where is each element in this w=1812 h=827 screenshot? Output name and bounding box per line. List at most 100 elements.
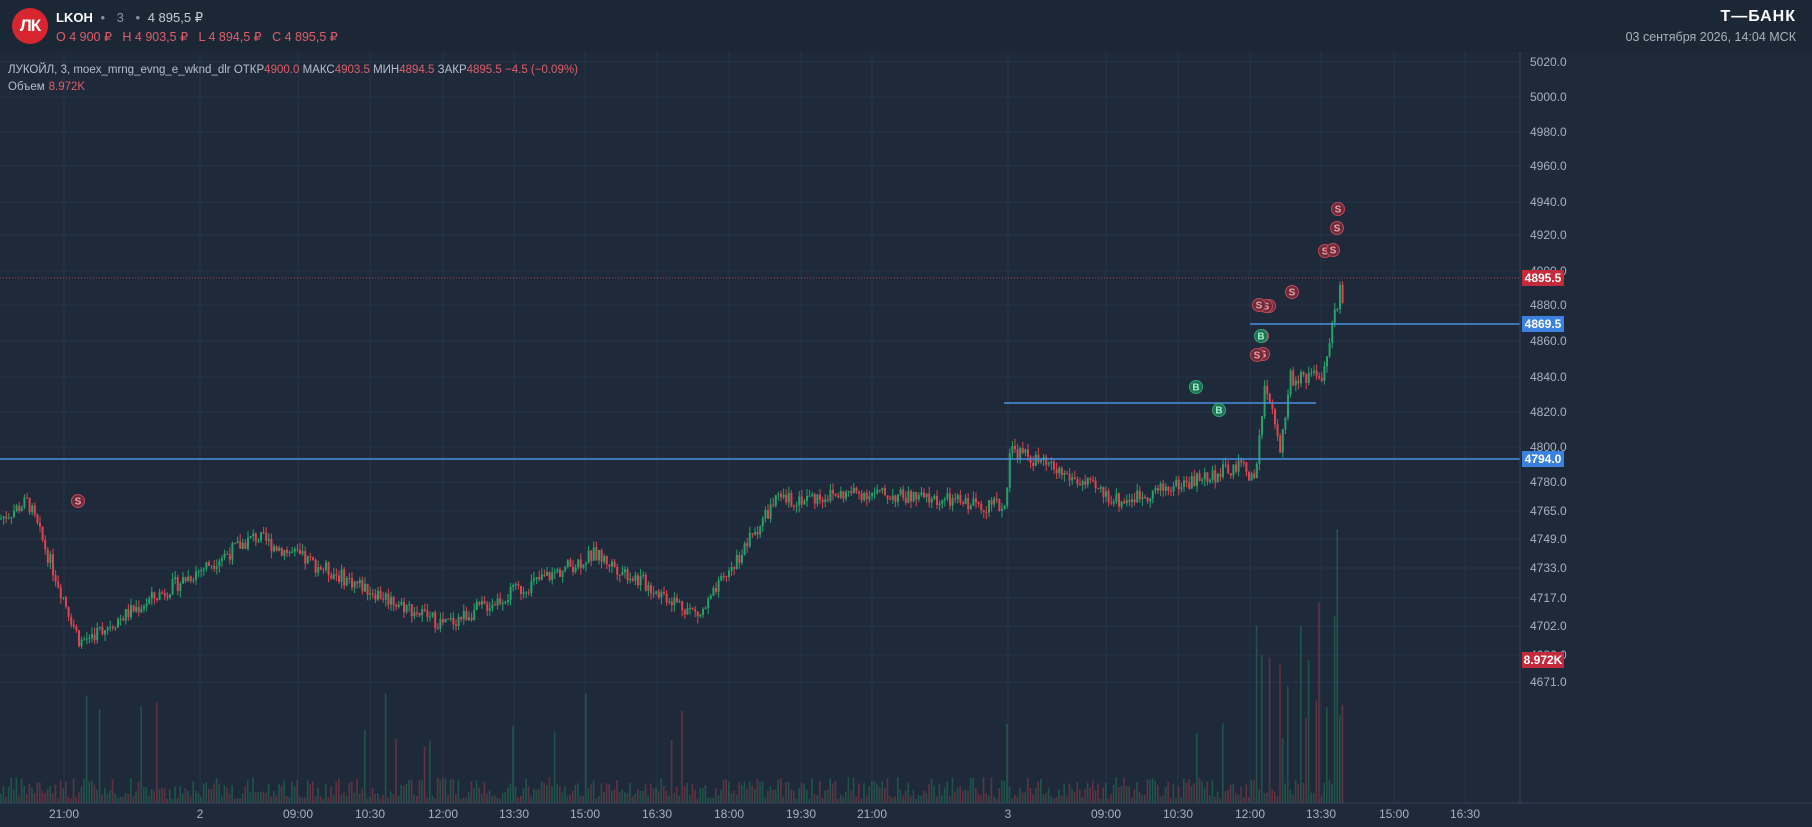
trade-markers: SBBSSSSBSSSSSSS xyxy=(71,202,1345,508)
candle-body xyxy=(582,564,585,568)
volume-bar xyxy=(876,783,878,803)
y-tick-label: 4880.0 xyxy=(1530,298,1567,312)
candle-body xyxy=(301,551,304,555)
x-tick-label: 21:00 xyxy=(857,807,887,821)
volume-bar xyxy=(158,788,161,803)
volume-bar xyxy=(1331,783,1333,803)
volume-bar xyxy=(1167,781,1169,803)
y-tick-label: 4717.0 xyxy=(1530,591,1567,605)
candle-body xyxy=(569,560,572,567)
candle-body xyxy=(468,617,470,621)
volume-bar xyxy=(746,788,748,803)
candle-body xyxy=(1008,453,1011,488)
candle-body xyxy=(447,618,450,620)
candle-body xyxy=(267,538,270,541)
volume-bar xyxy=(764,796,766,803)
candle-body xyxy=(1222,464,1224,477)
volume-bar xyxy=(566,795,569,803)
candle-body xyxy=(1097,487,1100,489)
candle-body xyxy=(213,565,216,569)
candle-body xyxy=(759,526,762,535)
candle-body xyxy=(964,498,967,504)
volume-bar xyxy=(538,788,540,803)
volume-bar xyxy=(639,790,642,803)
volume-bar xyxy=(962,790,964,803)
candle-body xyxy=(96,627,99,641)
volume-legend[interactable]: Объем 8.972K xyxy=(8,81,85,93)
candle-body xyxy=(28,497,31,513)
candle-body xyxy=(551,572,554,580)
volume-bar xyxy=(330,786,332,803)
candle-body xyxy=(847,490,850,493)
volume-bar xyxy=(1094,790,1097,803)
volume-bar xyxy=(1060,795,1063,803)
candle-body xyxy=(1271,402,1274,410)
volume-bar xyxy=(1144,794,1146,803)
volume-bar xyxy=(694,789,696,803)
volume-bar xyxy=(1313,792,1315,803)
volume-bar xyxy=(483,781,486,803)
volume-bar xyxy=(39,782,41,803)
y-tick-label: 4860.0 xyxy=(1530,334,1567,348)
volume-bar xyxy=(231,785,233,803)
volume-bar xyxy=(910,795,912,803)
candle-body xyxy=(787,493,790,503)
candle-body xyxy=(1266,385,1269,394)
volume-bar xyxy=(1224,791,1227,803)
candle-body xyxy=(832,489,834,494)
volume-bar xyxy=(611,790,613,803)
candle-body xyxy=(210,565,213,567)
volume-bar xyxy=(943,787,946,803)
timeframe-label[interactable]: 3 xyxy=(116,10,124,25)
candle-body xyxy=(660,592,663,598)
volume-bar xyxy=(821,797,824,803)
volume-bar xyxy=(98,709,101,803)
y-tick-label: 4960.0 xyxy=(1530,159,1567,173)
candle-body xyxy=(1146,497,1149,502)
price-chart[interactable]: SBBSSSSBSSSSSSS 5020.05000.04980.04960.0… xyxy=(0,52,1812,827)
candle-body xyxy=(0,518,2,520)
candle-body xyxy=(704,607,707,610)
volume-bar xyxy=(1190,786,1193,803)
candle-body xyxy=(1190,476,1193,489)
candle-body xyxy=(868,496,871,500)
candle-body xyxy=(278,547,281,551)
volume-bar xyxy=(1201,781,1203,803)
candle-body xyxy=(26,497,28,499)
volume-bar xyxy=(275,795,278,803)
candle-body xyxy=(1086,478,1089,485)
candle-body xyxy=(153,592,156,599)
volume-bar xyxy=(351,781,353,803)
volume-bar xyxy=(600,783,603,803)
candle-body xyxy=(296,549,299,551)
volume-bar xyxy=(881,781,883,803)
volume-bar xyxy=(1253,779,1255,803)
candle-body xyxy=(452,617,455,625)
x-tick-label: 21:00 xyxy=(49,807,79,821)
volume-bar xyxy=(470,781,473,803)
volume-bar xyxy=(951,777,954,803)
volume-bar xyxy=(1336,529,1338,803)
volume-bar xyxy=(369,796,371,803)
volume-bar xyxy=(941,794,943,803)
candle-body xyxy=(1245,462,1248,472)
candle-body xyxy=(626,569,629,581)
candle-body xyxy=(387,593,390,605)
candle-body xyxy=(917,494,920,500)
volume-bar xyxy=(871,780,873,803)
volume-bar xyxy=(603,792,605,803)
ticker-symbol[interactable]: LKOH xyxy=(56,10,93,25)
level-badge-text: 4794.0 xyxy=(1525,452,1562,466)
volume-bar xyxy=(317,787,319,803)
volume-bar xyxy=(1162,795,1164,803)
volume-bar xyxy=(364,730,366,803)
candle-body xyxy=(592,547,595,561)
candle-body xyxy=(819,494,821,500)
candle-body xyxy=(629,578,632,581)
series-legend[interactable]: ЛУКОЙЛ, 3, moex_mrng_evng_e_wknd_dlr ОТК… xyxy=(8,64,578,76)
volume-bar xyxy=(244,786,246,803)
volume-bar xyxy=(673,792,675,803)
candle-body xyxy=(993,498,996,505)
volume-bar xyxy=(335,781,337,803)
volume-bar xyxy=(738,781,740,803)
